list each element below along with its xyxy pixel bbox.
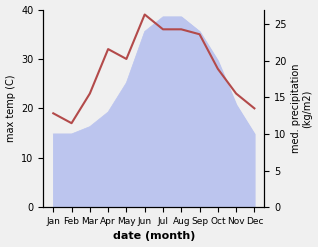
Y-axis label: max temp (C): max temp (C) — [5, 75, 16, 142]
X-axis label: date (month): date (month) — [113, 231, 195, 242]
Y-axis label: med. precipitation
(kg/m2): med. precipitation (kg/m2) — [291, 64, 313, 153]
